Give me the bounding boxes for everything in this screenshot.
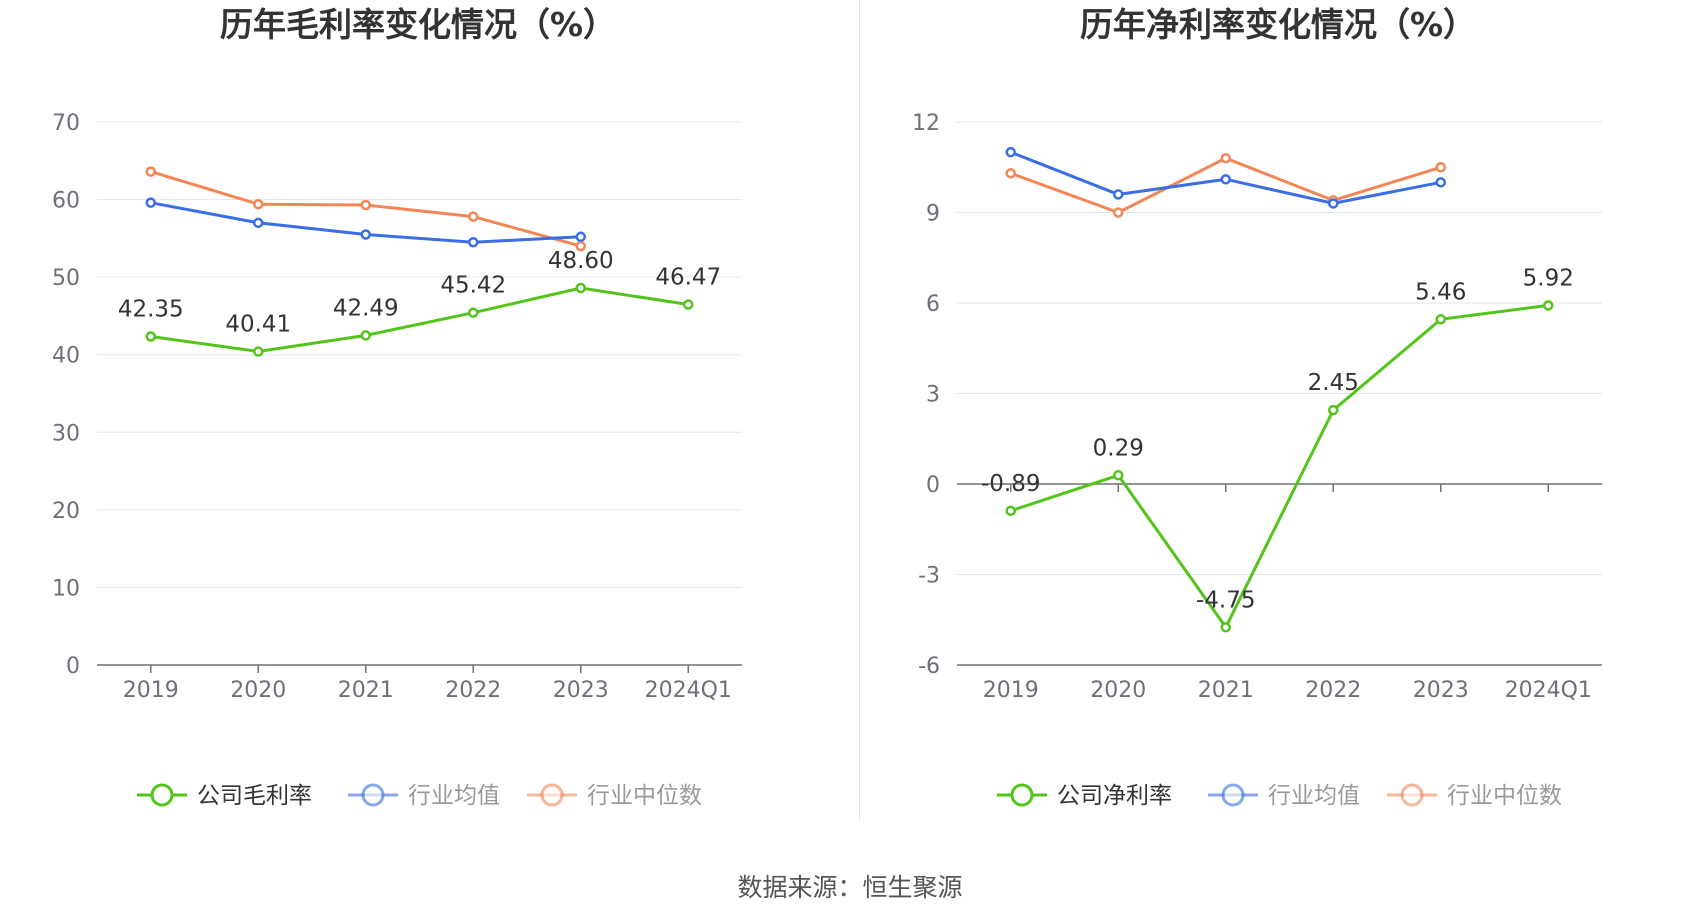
data-label: 42.35: [118, 296, 184, 322]
y-tick-label: 12: [912, 111, 940, 136]
data-point: [575, 240, 586, 252]
y-tick-label: 6: [926, 292, 940, 317]
x-tick-label: 2020: [230, 678, 286, 703]
x-tick-label: 2020: [1090, 678, 1146, 703]
data-point: [253, 346, 264, 357]
series-line-0: [150, 286, 689, 354]
data-label: 5.46: [1415, 279, 1466, 305]
x-tick-label: 2019: [123, 678, 179, 703]
legend-label: 公司净利率: [1057, 783, 1172, 809]
data-point: [575, 282, 586, 294]
x-tick-label: 2019: [983, 678, 1039, 703]
data-source: 数据来源：恒生聚源: [737, 873, 963, 902]
data-point: [1113, 189, 1124, 200]
data-point: [683, 299, 694, 310]
legend-label: 公司毛利率: [197, 783, 312, 809]
data-point: [1543, 300, 1554, 311]
y-tick-label: 70: [52, 111, 80, 136]
legend-label: 行业均值: [1268, 783, 1360, 809]
data-label: 5.92: [1523, 265, 1574, 291]
data-label: 40.41: [225, 312, 291, 338]
net-margin-chart: 历年净利率变化情况（%） -6 -3 0 3 6 9 12 2019 2020 2021 2022 20…: [912, 5, 1602, 809]
legend-marker: [1221, 783, 1245, 807]
data-label: -0.89: [981, 471, 1041, 497]
data-point: [1005, 146, 1016, 158]
series-line-0: [1010, 303, 1549, 631]
data-point: [468, 307, 479, 318]
x-tick-label: 2024Q1: [1505, 678, 1592, 703]
series-line-2: [1010, 156, 1442, 215]
y-tick-label: 50: [52, 266, 80, 291]
data-label: -4.75: [1196, 587, 1256, 613]
y-tick-label: 0: [66, 654, 80, 679]
y-tick-label: 60: [52, 189, 80, 214]
gross-margin-chart: 历年毛利率变化情况（%） 0 10 20 30 40 50 60 70 2019 2020 2021 2…: [52, 5, 742, 809]
y-tick-label: -6: [918, 654, 940, 679]
y-tick-label: -3: [918, 564, 940, 589]
data-point: [145, 331, 156, 342]
data-point: [1328, 404, 1339, 416]
legend-marker: [1010, 783, 1034, 807]
legend-label: 行业均值: [408, 783, 500, 809]
data-point: [1435, 177, 1446, 188]
y-tick-label: 30: [52, 421, 80, 446]
net-margin-chart-panel: 历年净利率变化情况（%） -6 -3 0 3 6 9 12 2019 2020 2021 2022 20…: [860, 0, 1700, 830]
y-tick-label: 20: [52, 499, 80, 524]
y-tick-label: 40: [52, 344, 80, 369]
legend-marker: [361, 783, 385, 807]
data-point: [253, 198, 264, 210]
legend-marker: [150, 783, 174, 807]
data-point: [360, 199, 371, 211]
legend-label: 行业中位数: [587, 783, 702, 809]
data-point: [145, 166, 156, 177]
data-point: [1435, 162, 1446, 173]
chart-title: 历年净利率变化情况（%）: [1080, 5, 1476, 44]
data-label: 42.49: [333, 295, 399, 321]
data-label: 48.60: [548, 248, 614, 274]
data-point: [1220, 174, 1231, 185]
x-tick-label: 2023: [553, 678, 609, 703]
data-point: [1113, 470, 1124, 481]
gross-margin-chart-panel: 历年毛利率变化情况（%） 0 10 20 30 40 50 60 70 2019 2020 2021 2…: [0, 0, 850, 830]
legend-label: 行业中位数: [1447, 783, 1562, 809]
y-tick-label: 9: [926, 202, 940, 227]
y-tick-label: 3: [926, 383, 940, 408]
data-point: [1113, 207, 1124, 218]
data-point: [145, 197, 156, 208]
data-point: [360, 229, 371, 240]
chart-title: 历年毛利率变化情况（%）: [220, 5, 616, 44]
data-label: 2.45: [1308, 370, 1359, 396]
data-point: [1328, 198, 1339, 209]
x-tick-label: 2023: [1413, 678, 1469, 703]
data-label: 46.47: [655, 265, 721, 291]
x-tick-label: 2024Q1: [645, 678, 732, 703]
data-point: [468, 236, 479, 248]
data-point: [1005, 505, 1016, 517]
data-point: [1220, 152, 1231, 164]
y-tick-label: 0: [926, 473, 940, 498]
x-tick-label: 2022: [1305, 678, 1361, 703]
data-point: [1005, 168, 1016, 179]
data-label: 45.42: [440, 273, 506, 299]
legend-marker: [1400, 783, 1424, 807]
data-point: [1435, 314, 1446, 325]
panel-divider: [859, 0, 860, 820]
data-point: [1220, 622, 1231, 633]
data-point: [575, 231, 586, 243]
data-point: [253, 217, 264, 229]
data-point: [360, 330, 371, 341]
data-label: 0.29: [1093, 435, 1144, 461]
x-tick-label: 2021: [338, 678, 394, 703]
x-tick-label: 2021: [1198, 678, 1254, 703]
data-point: [468, 211, 479, 222]
legend-marker: [540, 783, 564, 807]
y-tick-label: 10: [52, 576, 80, 601]
x-tick-label: 2022: [445, 678, 501, 703]
